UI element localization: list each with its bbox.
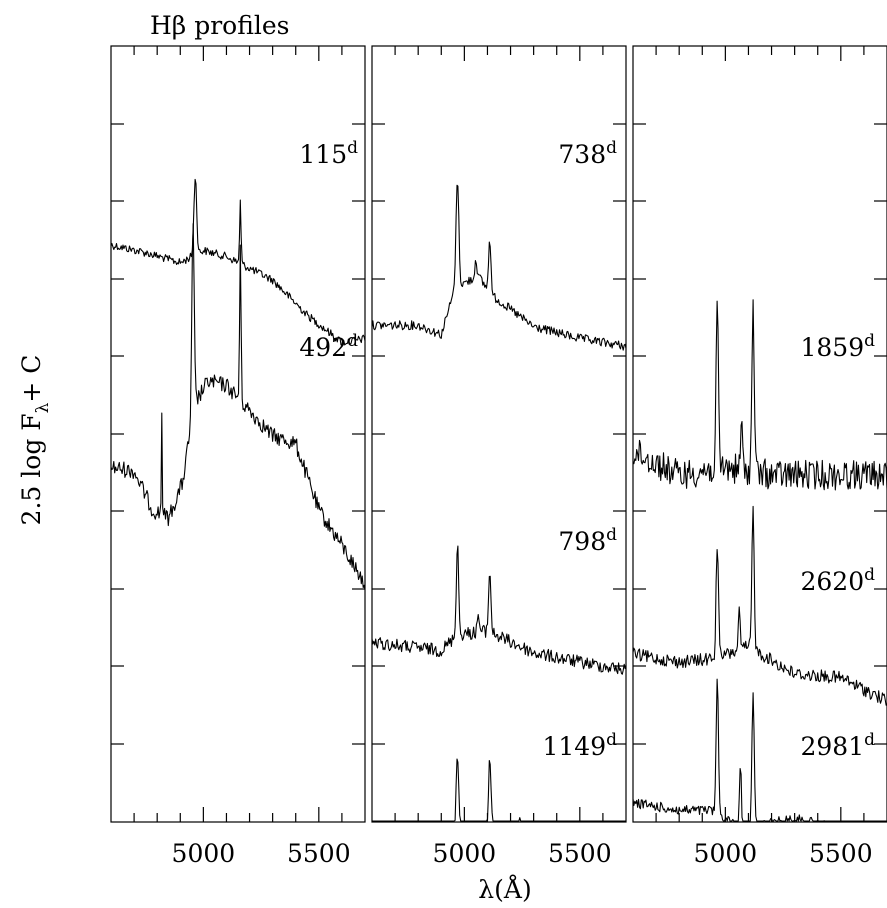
epoch-label-value: 798 <box>558 527 606 556</box>
spectrum-798d <box>371 545 627 675</box>
epoch-label-value: 2620 <box>800 567 864 596</box>
epoch-label-superscript: d <box>347 331 358 351</box>
spectrum-1859d <box>632 299 887 491</box>
y-axis-label-tail: + C <box>17 355 46 403</box>
epoch-label-superscript: d <box>347 138 358 158</box>
y-axis-label: 2.5 log Fλ+ C <box>17 355 53 526</box>
epoch-label-value: 492 <box>299 333 347 362</box>
x-axis-label: λ(Å) <box>478 874 531 904</box>
spectrum-492d <box>110 223 366 591</box>
y-axis-label-main: 2.5 log F <box>17 413 46 525</box>
epoch-label-492: 492d <box>299 331 358 362</box>
epoch-label-value: 1149 <box>542 732 606 761</box>
epoch-label-2620: 2620d <box>800 565 875 596</box>
epoch-label-value: 738 <box>558 140 606 169</box>
epoch-label-superscript: d <box>864 565 875 585</box>
y-axis-label-subscript: λ <box>33 402 53 413</box>
spectrum-1149d <box>372 758 626 822</box>
spectrum-738d <box>371 184 627 351</box>
epoch-label-value: 1859 <box>800 333 864 362</box>
epoch-label-value: 115 <box>299 140 347 169</box>
spectrum-115d <box>110 178 366 346</box>
x-tick-label-right-1: 5500 <box>809 839 873 868</box>
epoch-label-115: 115d <box>299 138 358 169</box>
x-tick-label-left-1: 5500 <box>287 839 351 868</box>
chart-title: Hβ profiles <box>150 11 290 40</box>
spectrum-2981d <box>632 678 887 822</box>
epoch-label-798: 798d <box>558 525 617 556</box>
epoch-label-superscript: d <box>864 331 875 351</box>
epoch-label-superscript: d <box>606 730 617 750</box>
spectrum-2620d <box>632 505 887 706</box>
x-tick-label-middle-1: 5500 <box>548 839 612 868</box>
x-tick-label-left-0: 5000 <box>172 839 236 868</box>
epoch-label-superscript: d <box>606 138 617 158</box>
epoch-label-738: 738d <box>558 138 617 169</box>
panel-frame-right <box>632 45 887 823</box>
epoch-label-1149: 1149d <box>542 730 617 761</box>
epoch-label-1859: 1859d <box>800 331 875 362</box>
epoch-label-2981: 2981d <box>800 730 875 761</box>
epoch-label-superscript: d <box>864 730 875 750</box>
epoch-label-value: 2981 <box>800 732 864 761</box>
epoch-label-superscript: d <box>606 525 617 545</box>
x-tick-label-middle-0: 5000 <box>433 839 497 868</box>
x-tick-label-right-0: 5000 <box>694 839 758 868</box>
